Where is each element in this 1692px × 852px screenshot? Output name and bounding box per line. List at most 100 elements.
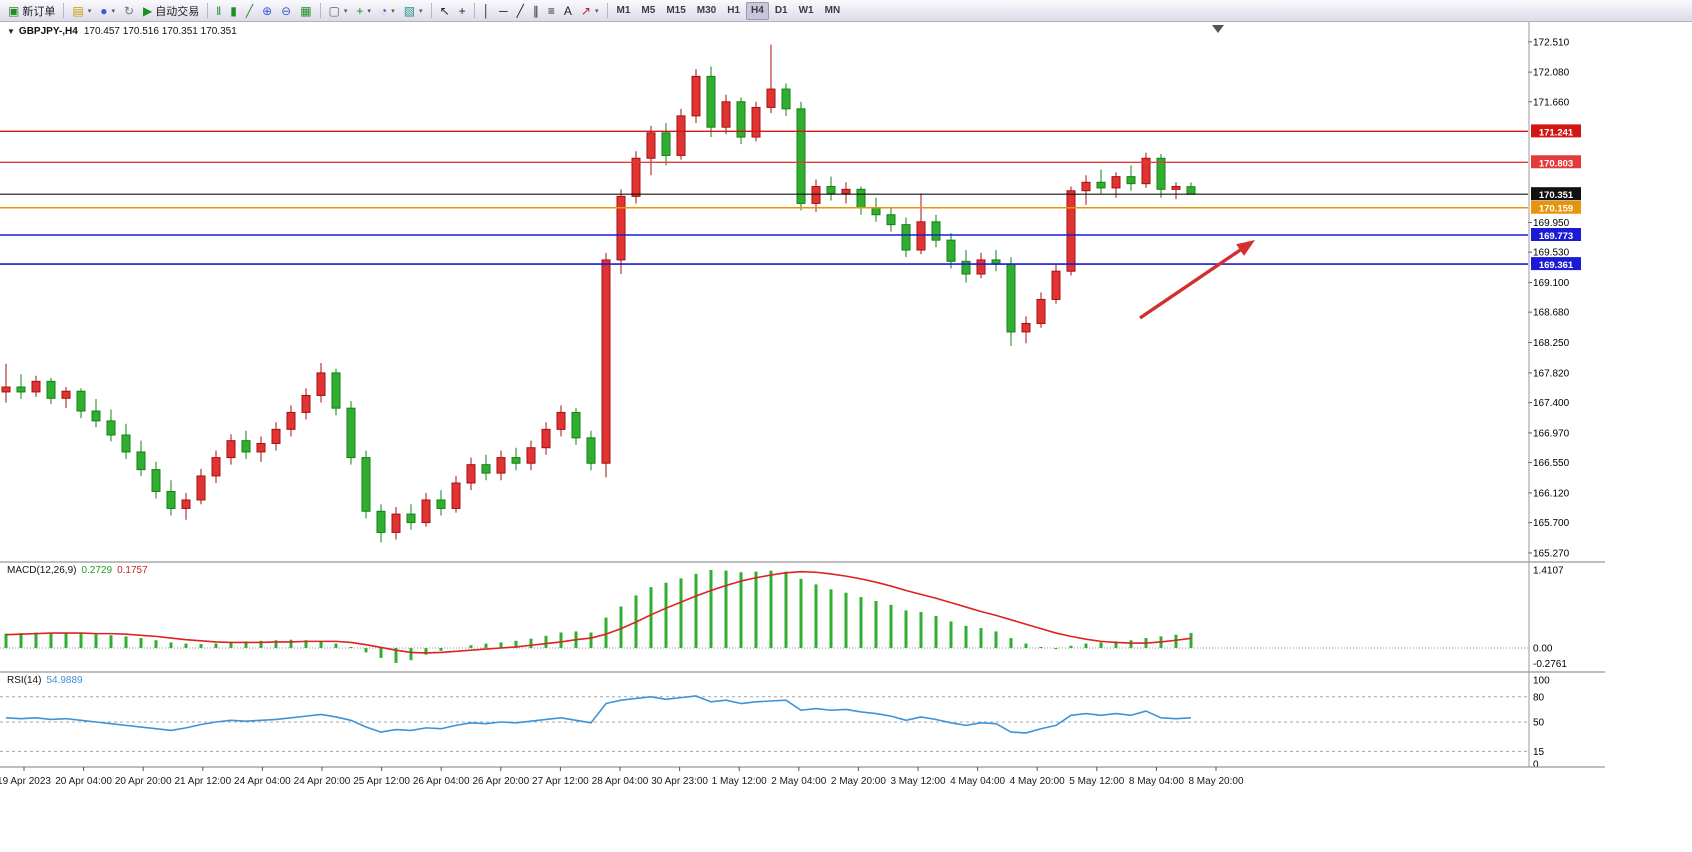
chevron-down-icon: ▾	[594, 7, 599, 15]
zoom-out-button[interactable]: ⊖	[277, 2, 295, 20]
candlestick-chart-icon: ▮	[230, 3, 237, 18]
chart-shift-marker[interactable]	[1212, 25, 1224, 33]
indicators-button[interactable]: + ▾	[352, 2, 375, 20]
price-badge	[1531, 155, 1581, 169]
tile-windows-button[interactable]: ▦	[296, 2, 315, 20]
candle	[946, 239, 956, 262]
templates-button[interactable]: ▧ ▾	[400, 2, 427, 20]
trendline-icon: ╱	[516, 3, 524, 18]
tf-m15-button[interactable]: M15	[661, 2, 690, 20]
new-window-button[interactable]: ▢ ▾	[325, 2, 352, 20]
time-tick-label: 26 Apr 20:00	[472, 776, 529, 787]
autotrading-icon: ▶	[143, 3, 153, 18]
tf-d1-button[interactable]: D1	[770, 2, 793, 20]
candle	[451, 482, 461, 509]
candle	[136, 451, 146, 471]
rsi-scale-label: 0	[1533, 760, 1539, 771]
time-axis[interactable]: 19 Apr 2023 20 Apr 04:00 20 Apr 20:00 21 Ap…	[0, 767, 1244, 787]
profiles-button[interactable]: ● ▾	[96, 2, 119, 20]
candle	[586, 437, 596, 464]
autotrading-button[interactable]: ▶ 自动交易	[139, 2, 203, 20]
arrows-button[interactable]: ↗ ▾	[577, 2, 603, 20]
time-tick-label: 3 May 12:00	[890, 776, 945, 787]
rsi-name: RSI(14)	[7, 675, 42, 686]
candle	[256, 442, 266, 453]
candle	[916, 221, 926, 251]
candle	[16, 386, 26, 393]
tf-h1-label: H1	[727, 5, 741, 16]
candle	[436, 499, 446, 509]
arrow-annotation-head[interactable]	[1236, 240, 1255, 256]
price-axis[interactable]: 172.510 172.080 171.660 169.950 169.530 169.1…	[1528, 37, 1570, 559]
arrow-annotation-shaft[interactable]	[1139, 245, 1247, 320]
fibonacci-button[interactable]: ≡	[544, 2, 559, 20]
arrows-icon: ↗	[580, 3, 591, 18]
time-tick-label: 28 Apr 04:00	[592, 776, 649, 787]
candlestick-chart-button[interactable]: ▮	[226, 2, 241, 20]
chart-canvas[interactable]: 171.241 170.803 170.351 170.159 169.773 169.3…	[0, 22, 1692, 852]
refresh-icon: ↻	[123, 3, 135, 18]
candle	[571, 411, 581, 439]
profiles-icon: ●	[100, 3, 108, 18]
tf-h1-button[interactable]: H1	[722, 2, 745, 20]
chevron-down-icon: ▾	[343, 7, 348, 15]
channel-button[interactable]: ∥	[529, 2, 543, 20]
tf-mn-button[interactable]: MN	[820, 2, 846, 20]
price-tick-label: 166.120	[1533, 488, 1570, 499]
toolbar-separator	[207, 3, 209, 18]
crosshair-button[interactable]: +	[455, 2, 470, 20]
tf-m1-label: M1	[616, 5, 631, 16]
time-tick-label: 8 May 20:00	[1188, 776, 1243, 787]
text-icon: A	[563, 3, 572, 18]
zoom-in-button[interactable]: ⊕	[258, 2, 276, 20]
new-order-button[interactable]: ▣ 新订单	[4, 2, 59, 20]
toolbar-separator	[319, 3, 321, 18]
tf-h4-button[interactable]: H4	[746, 1, 769, 20]
price-tick-label: 169.100	[1533, 278, 1570, 289]
time-tick-label: 19 Apr 2023	[0, 776, 51, 787]
price-tick-label: 171.660	[1533, 97, 1570, 108]
tf-m1-button[interactable]: M1	[612, 2, 636, 20]
chart-title: ▼ GBPJPY-,H4 170.457 170.516 170.351 170.3…	[7, 26, 237, 37]
candle	[106, 420, 116, 436]
refresh-button[interactable]: ↻	[120, 2, 138, 20]
candle	[31, 380, 41, 393]
tf-m5-button[interactable]: M5	[636, 2, 660, 20]
time-tick-label: 4 May 20:00	[1010, 776, 1065, 787]
candle	[631, 157, 641, 197]
macd-name: MACD(12,26,9)	[7, 565, 77, 576]
macd-histogram	[4, 570, 1193, 663]
tf-w1-button[interactable]: W1	[794, 2, 819, 20]
line-chart-button[interactable]: ╱	[242, 2, 257, 20]
macd-axis[interactable]: 1.4107 0.00 -0.2761	[1533, 565, 1567, 669]
rsi-scale-label: 100	[1533, 676, 1550, 687]
new-chart-button[interactable]: ▤ ▾	[68, 2, 95, 20]
vertical-line-button[interactable]: │	[479, 2, 495, 20]
rsi-axis[interactable]: 100 80 50 15 0	[1533, 676, 1550, 771]
candle	[706, 75, 716, 128]
periods-button[interactable]: ◔ ▾	[376, 2, 399, 20]
bar-chart-button[interactable]: ‖	[212, 2, 225, 20]
candle	[1, 386, 11, 393]
candle	[316, 372, 326, 396]
trendline-button[interactable]: ╱	[513, 2, 528, 20]
macd-indicator-label: MACD(12,26,9) 0.2729 0.1757	[7, 565, 148, 576]
horizontal-line-button[interactable]: ─	[495, 2, 512, 20]
one-click-trading-toggle[interactable]: ▼	[7, 27, 15, 36]
toolbar-separator	[63, 3, 65, 18]
price-badge-label: 170.351	[1539, 190, 1574, 201]
candle	[481, 464, 491, 474]
tf-m30-button[interactable]: M30	[692, 2, 721, 20]
candle	[361, 457, 371, 512]
candle	[616, 195, 626, 261]
text-button[interactable]: A	[560, 2, 576, 20]
price-tick-label: 166.550	[1533, 458, 1570, 469]
rsi-value: 54.9889	[46, 675, 83, 686]
tf-m5-label: M5	[641, 5, 656, 16]
chevron-down-icon: ▾	[367, 7, 371, 15]
bar-chart-icon: ‖	[216, 3, 222, 18]
cursor-button[interactable]: ↖	[436, 2, 454, 20]
candle	[181, 499, 191, 509]
candle	[391, 513, 401, 533]
